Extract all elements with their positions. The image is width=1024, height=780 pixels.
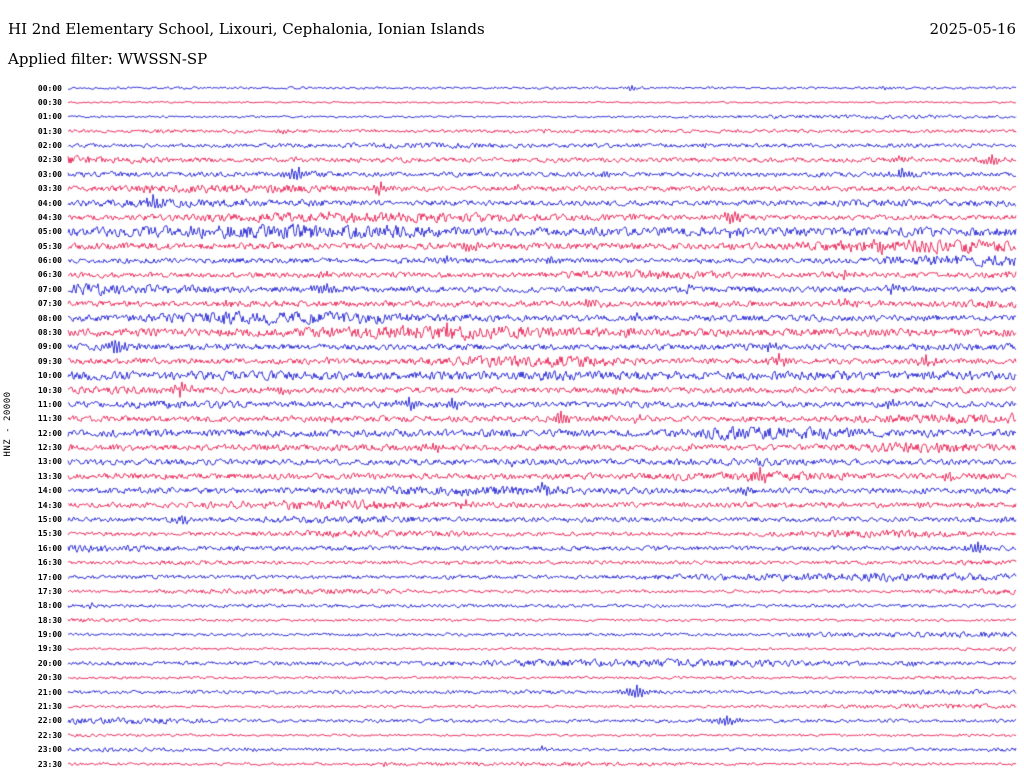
row-time-label: 13:30: [37, 471, 62, 481]
row-time-label: 08:00: [37, 313, 62, 323]
row-time-label: 18:30: [37, 615, 62, 625]
row-time-label: 21:30: [37, 701, 62, 711]
row-time-label: 17:30: [37, 586, 62, 596]
row-time-label: 16:00: [37, 543, 62, 553]
row-time-label: 07:30: [37, 299, 62, 309]
row-time-label: 04:00: [37, 198, 62, 208]
row-time-label: 11:30: [37, 414, 62, 424]
row-time-label: 03:30: [37, 184, 62, 194]
row-time-label: 22:00: [37, 716, 62, 726]
row-time-label: 05:30: [37, 241, 62, 251]
row-time-label: 01:00: [37, 112, 62, 122]
row-time-label: 23:30: [37, 759, 62, 769]
row-time-label: 02:30: [37, 155, 62, 165]
row-time-label: 06:00: [37, 256, 62, 266]
row-time-label: 21:00: [37, 687, 62, 697]
row-time-label: 02:00: [37, 141, 62, 151]
row-time-label: 15:30: [37, 529, 62, 539]
row-time-label: 03:00: [37, 169, 62, 179]
row-time-label: 05:00: [37, 227, 62, 237]
row-time-label: 17:00: [37, 572, 62, 582]
row-time-label: 00:30: [37, 97, 62, 107]
row-time-label: 23:00: [37, 745, 62, 755]
row-time-label: 09:30: [37, 356, 62, 366]
row-time-label: 12:00: [37, 428, 62, 438]
row-time-label: 11:00: [37, 399, 62, 409]
row-time-label: 08:30: [37, 328, 62, 337]
row-time-label: 13:00: [37, 457, 62, 467]
row-time-label: 20:30: [37, 673, 62, 683]
row-time-label: 10:00: [37, 371, 62, 381]
row-time-label: 07:00: [37, 284, 62, 294]
row-time-label: 18:00: [37, 601, 62, 611]
row-time-label: 09:00: [37, 342, 62, 352]
row-time-label: 01:30: [37, 126, 62, 136]
row-time-label: 19:00: [37, 630, 62, 640]
row-time-label: 12:30: [37, 443, 62, 453]
row-time-label: 22:30: [37, 730, 62, 740]
row-time-label: 19:30: [37, 644, 62, 654]
row-time-label: 00:00: [37, 83, 62, 93]
row-time-label: 06:30: [37, 270, 62, 280]
row-time-label: 10:30: [37, 385, 62, 395]
row-time-label: 20:00: [37, 658, 62, 668]
row-time-label: 04:30: [37, 212, 62, 222]
row-time-label: 14:00: [37, 486, 62, 496]
row-time-label: 15:00: [37, 514, 62, 524]
row-time-label: 16:30: [37, 558, 62, 568]
row-time-label: 14:30: [37, 500, 62, 510]
